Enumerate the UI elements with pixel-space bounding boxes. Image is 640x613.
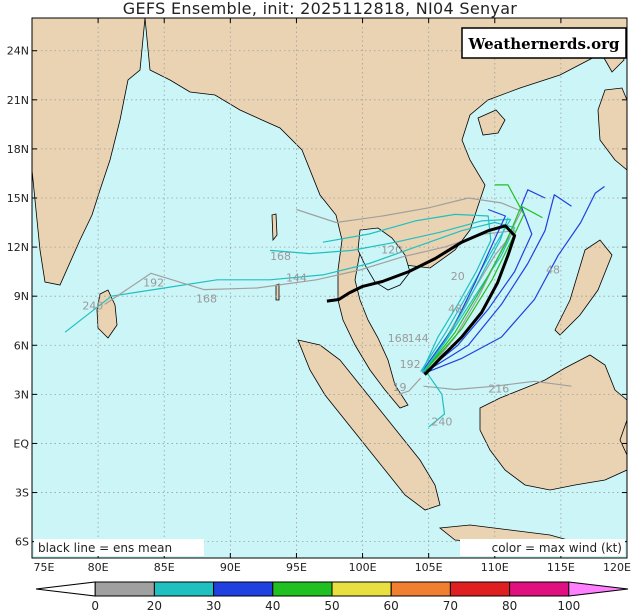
colorbar-label: 100 bbox=[557, 599, 580, 613]
colorbar-bin bbox=[153, 581, 215, 597]
ensemble-tracks bbox=[64, 184, 605, 428]
colorbar-bin bbox=[449, 581, 511, 597]
latitude-labels: 24N 21N 18N 15N 12N 9N 6N 3N EQ 3S 6S bbox=[7, 45, 30, 549]
lon-label: 90E bbox=[220, 561, 241, 574]
lon-label: 110E bbox=[481, 561, 509, 574]
land-sri-lanka bbox=[96, 289, 118, 339]
land-hainan bbox=[477, 109, 506, 136]
ensemble-member-track bbox=[269, 218, 512, 372]
watermark: Weathernerds.org bbox=[461, 27, 627, 59]
lat-label: 12N bbox=[7, 241, 29, 254]
ensemble-member-track bbox=[424, 186, 605, 374]
lon-label: 105E bbox=[415, 561, 443, 574]
map-frame bbox=[31, 17, 628, 559]
ensemble-member-track bbox=[296, 197, 522, 374]
colorbar-bin bbox=[331, 581, 392, 597]
forecast-hour-label: 120 bbox=[381, 244, 402, 257]
watermark-text: Weathernerds.org bbox=[467, 35, 620, 53]
ensemble-mean-track bbox=[326, 224, 517, 376]
footer-right: color = max wind (kt) bbox=[460, 539, 625, 556]
ensemble-member-track bbox=[398, 377, 422, 395]
colorbar-bin bbox=[35, 581, 96, 597]
colorbar-label: 70 bbox=[443, 599, 458, 613]
lat-label: 18N bbox=[7, 143, 29, 156]
map-title: GEFS Ensemble, init: 2025112818, NI04 Se… bbox=[122, 0, 518, 18]
colorbar-bin bbox=[213, 581, 274, 597]
forecast-hour-label: 20 bbox=[451, 270, 465, 283]
forecast-hour-label: 192 bbox=[143, 276, 164, 289]
ensemble-member-track bbox=[425, 371, 446, 428]
forecast-hour-label: 168 bbox=[196, 293, 217, 306]
colorbar-label: 0 bbox=[91, 599, 99, 613]
lon-label: 115E bbox=[547, 561, 575, 574]
forecast-hour-label: 168 bbox=[388, 332, 409, 345]
forecast-hour-label: 192 bbox=[400, 358, 421, 371]
ensemble-member-track bbox=[322, 213, 492, 372]
colorbar-bin bbox=[272, 581, 333, 597]
lat-label: 24N bbox=[7, 45, 29, 58]
land-palawan bbox=[554, 239, 613, 336]
colorbar-bin bbox=[390, 581, 451, 597]
ensemble-member-track bbox=[423, 189, 546, 374]
colorbar-label: 20 bbox=[147, 599, 162, 613]
colorbar-label: 50 bbox=[324, 599, 339, 613]
forecast-hour-label: 19 bbox=[393, 381, 407, 394]
lat-label: 6N bbox=[14, 339, 29, 352]
land-se-asia bbox=[144, 18, 627, 409]
ensemble-member-track bbox=[422, 217, 509, 372]
lat-label: 3N bbox=[14, 388, 29, 401]
footer-left: black line = ens mean bbox=[34, 539, 204, 556]
forecast-hour-label: 240 bbox=[82, 299, 103, 312]
colorbar-bin bbox=[568, 581, 629, 597]
colorbar-label: 80 bbox=[502, 599, 517, 613]
lat-label: EQ bbox=[13, 437, 29, 450]
colorbar: 0 20 30 40 50 60 70 80 100 bbox=[35, 581, 629, 613]
forecast-hour-label: 168 bbox=[270, 250, 291, 263]
longitude-labels: 75E 80E 85E 90E 95E 100E 105E 110E 115E 120E bbox=[34, 561, 631, 574]
colorbar-label: 60 bbox=[384, 599, 399, 613]
lon-label: 85E bbox=[154, 561, 175, 574]
footer-left-text: black line = ens mean bbox=[38, 541, 172, 555]
lat-label: 15N bbox=[7, 192, 29, 205]
forecast-hour-label: 48 bbox=[546, 263, 560, 276]
land-sumatra bbox=[297, 339, 441, 511]
forecast-hour-label: 144 bbox=[286, 271, 307, 284]
forecast-hour-label: 240 bbox=[431, 415, 452, 428]
lon-label: 80E bbox=[88, 561, 109, 574]
footer-right-text: color = max wind (kt) bbox=[492, 541, 622, 555]
colorbar-label: 30 bbox=[206, 599, 221, 613]
lat-label: 9N bbox=[14, 290, 29, 303]
lon-label: 120E bbox=[603, 561, 631, 574]
colorbar-bin bbox=[94, 581, 155, 597]
land-sulawesi bbox=[619, 419, 627, 456]
colorbar-bin bbox=[509, 581, 570, 597]
land-luzon bbox=[597, 87, 627, 171]
land-andaman bbox=[271, 213, 280, 301]
ensemble-member-track bbox=[424, 205, 543, 372]
lat-label: 21N bbox=[7, 94, 29, 107]
land-india bbox=[32, 18, 146, 286]
lat-label: 6S bbox=[15, 536, 29, 549]
ensemble-member-track bbox=[425, 194, 572, 373]
ensemble-member-track bbox=[423, 380, 572, 391]
colorbar-label: 40 bbox=[265, 599, 280, 613]
forecast-hour-label: 216 bbox=[488, 383, 509, 396]
forecast-hour-label: 144 bbox=[408, 332, 429, 345]
ensemble-member-track bbox=[64, 221, 516, 374]
lon-label: 100E bbox=[349, 561, 377, 574]
forecast-hour-label: 48 bbox=[448, 303, 462, 316]
lon-label: 95E bbox=[286, 561, 307, 574]
lon-label: 75E bbox=[34, 561, 55, 574]
lat-label: 3S bbox=[15, 487, 29, 500]
axis-ticks bbox=[31, 18, 628, 558]
